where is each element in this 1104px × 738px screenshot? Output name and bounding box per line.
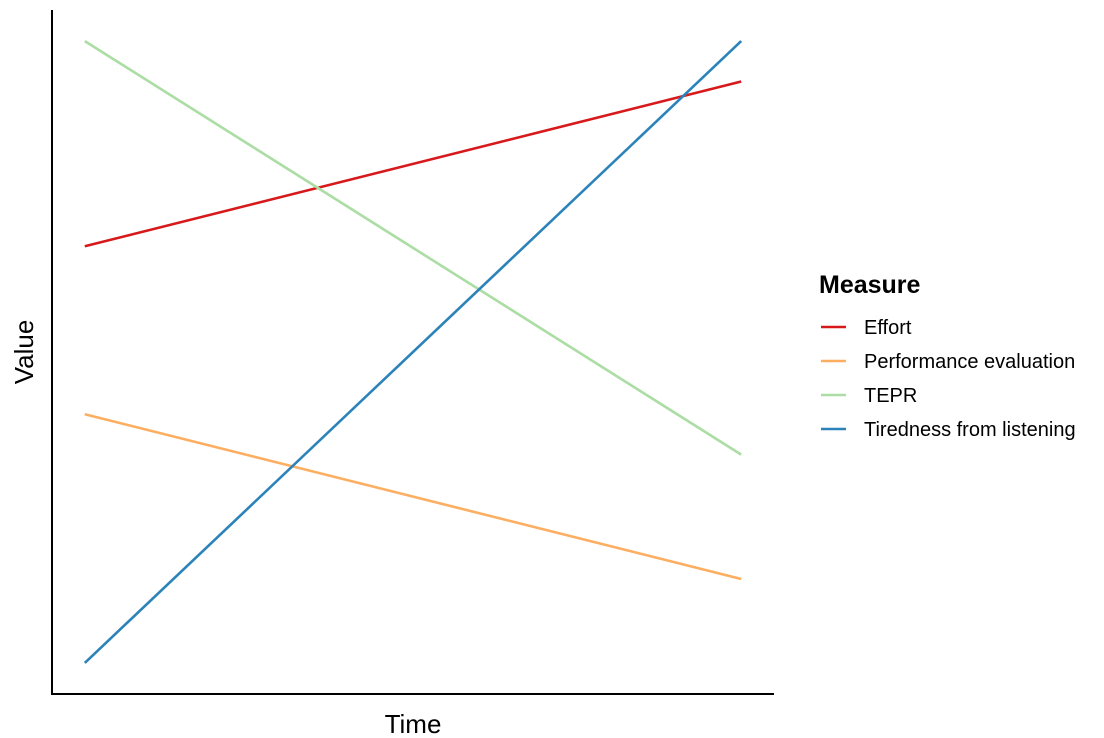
legend-label-3: TEPR	[864, 385, 917, 407]
series-line-2	[84, 412, 742, 581]
series-group	[83, 40, 743, 664]
legend: Measure Effort Performance evaluation TEPR…	[819, 271, 1076, 441]
y-axis-title: Value	[9, 320, 39, 385]
legend-title: Measure	[819, 271, 921, 299]
series-line-4	[83, 40, 743, 664]
legend-label-2: Performance evaluation	[864, 351, 1075, 373]
series-line-3	[84, 40, 742, 456]
legend-label-1: Effort	[864, 317, 912, 339]
x-axis-title: Time	[385, 709, 442, 738]
legend-label-4: Tiredness from listening	[864, 419, 1076, 441]
legend-items: Effort Performance evaluation TEPR Tirednes…	[821, 317, 1076, 441]
series-line-1	[84, 80, 742, 248]
